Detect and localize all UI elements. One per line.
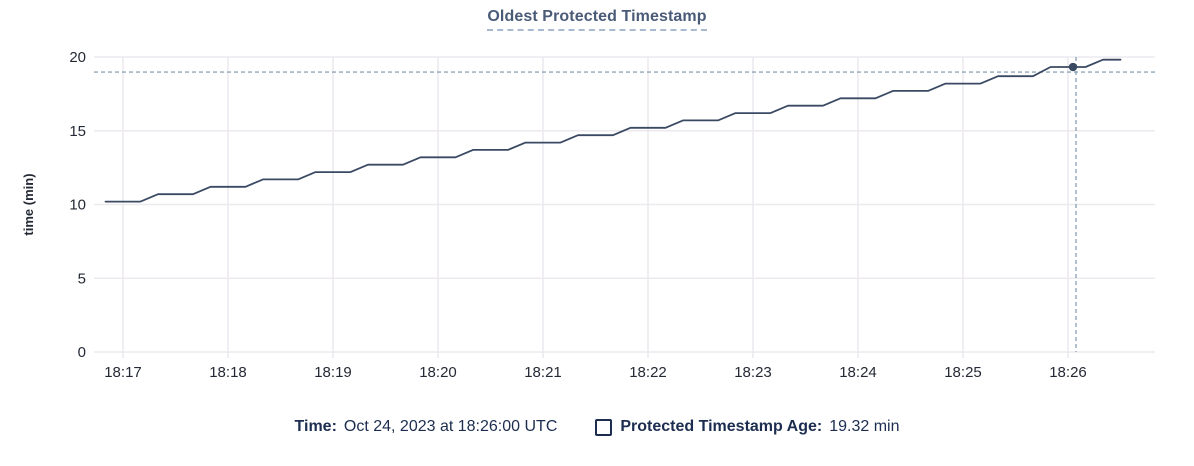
crosshair-point: [1068, 62, 1078, 72]
time-readout: Time: Oct 24, 2023 at 18:26:00 UTC: [295, 418, 558, 436]
y-tick-label: 0: [78, 344, 86, 361]
time-label: Time:: [294, 418, 337, 435]
time-value: Oct 24, 2023 at 18:26:00 UTC: [343, 418, 558, 435]
series-toggle-checkbox[interactable]: [595, 418, 613, 436]
chart-plot-area[interactable]: 0 5 10 15 20 18:17 18:18 18:19 18:20 18:21 18:22 18…: [0, 0, 1194, 404]
chart-title-row: Oldest Protected Timestamp: [0, 8, 1194, 31]
chart-title-link[interactable]: Oldest Protected Timestamp: [487, 8, 707, 31]
series-readout: Protected Timestamp Age: 19.32 min: [595, 418, 899, 436]
x-tick-label: 18:25: [944, 364, 982, 381]
series-value: 19.32 min: [829, 418, 900, 435]
x-tick-label: 18:18: [209, 364, 247, 381]
y-axis-title: time (min): [21, 173, 36, 235]
y-tick-label: 15: [69, 123, 86, 140]
chart-tooltip-legend: Time: Oct 24, 2023 at 18:26:00 UTC Prote…: [0, 418, 1194, 436]
x-tick-label: 18:21: [524, 364, 562, 381]
x-tick-label: 18:26: [1049, 364, 1087, 381]
series-label: Protected Timestamp Age:: [620, 418, 823, 435]
series-line: [104, 58, 1122, 203]
x-tick-label: 18:22: [629, 364, 667, 381]
x-tick-label: 18:19: [314, 364, 352, 381]
y-tick-label: 5: [78, 270, 86, 287]
x-tick-label: 18:17: [104, 364, 142, 381]
y-tick-label: 10: [69, 197, 86, 214]
x-tick-label: 18:20: [419, 364, 457, 381]
y-tick-label: 20: [69, 49, 86, 66]
x-tick-label: 18:24: [839, 364, 877, 381]
x-tick-label: 18:23: [734, 364, 772, 381]
